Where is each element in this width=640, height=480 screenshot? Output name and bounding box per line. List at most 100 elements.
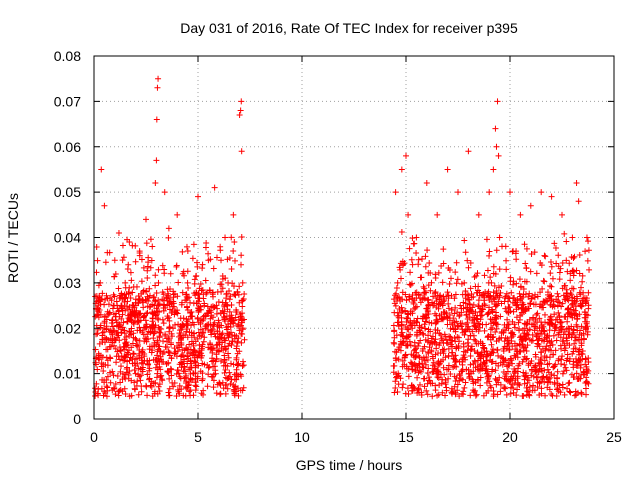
data-point (574, 362, 581, 369)
data-point (578, 350, 585, 357)
data-point (163, 344, 170, 351)
data-point (160, 338, 167, 345)
data-point (495, 362, 502, 369)
data-point (218, 334, 225, 341)
data-point (445, 353, 452, 360)
data-point (522, 260, 529, 267)
data-point (179, 346, 186, 353)
data-point (178, 361, 185, 368)
data-point (565, 325, 572, 332)
data-point (153, 341, 160, 348)
data-point (577, 327, 584, 334)
data-point (553, 260, 560, 267)
data-point (522, 344, 529, 351)
data-point (411, 347, 418, 354)
data-point (432, 320, 439, 327)
data-point (144, 392, 151, 399)
data-point (493, 309, 500, 316)
data-point (152, 298, 159, 305)
data-point (494, 292, 501, 299)
data-point (176, 382, 183, 389)
data-point (425, 282, 432, 289)
data-point (235, 392, 242, 399)
data-point (452, 269, 459, 276)
data-point (146, 292, 153, 299)
data-point (394, 279, 401, 286)
data-point (239, 279, 246, 286)
data-point (468, 294, 475, 301)
data-point (173, 353, 180, 360)
data-point (110, 291, 117, 298)
data-point (149, 315, 156, 322)
data-point (450, 364, 457, 371)
data-point (447, 371, 454, 378)
data-point (541, 331, 548, 338)
data-point (181, 356, 188, 363)
data-point (421, 321, 428, 328)
data-point (397, 338, 404, 345)
data-point (93, 269, 100, 276)
data-point (550, 301, 557, 308)
data-point (464, 316, 471, 323)
data-point (155, 266, 162, 273)
data-point (422, 325, 429, 332)
data-point (183, 378, 190, 385)
data-point (451, 310, 458, 317)
data-point (436, 300, 443, 307)
data-point (511, 379, 518, 386)
data-point (573, 321, 580, 328)
data-point (104, 362, 111, 369)
data-point (128, 325, 135, 332)
data-point (219, 379, 226, 386)
data-point (561, 361, 568, 368)
data-point (451, 383, 458, 390)
data-point (467, 361, 474, 368)
data-point (490, 166, 497, 173)
data-point (220, 313, 227, 320)
data-point (118, 315, 125, 322)
data-point (501, 298, 508, 305)
data-point (102, 259, 109, 266)
data-point (584, 331, 591, 338)
data-point (447, 341, 454, 348)
data-point (152, 364, 159, 371)
data-point (454, 322, 461, 329)
y-tick-label: 0.05 (54, 184, 81, 200)
data-point (131, 379, 138, 386)
data-point (240, 362, 247, 369)
data-point (450, 325, 457, 332)
data-point (534, 319, 541, 326)
data-point (517, 211, 524, 218)
data-point (119, 311, 126, 318)
x-tick-label: 20 (502, 429, 518, 445)
data-point (483, 357, 490, 364)
data-point (407, 331, 414, 338)
data-point (513, 314, 520, 321)
data-point (222, 234, 229, 241)
y-tick-label: 0.02 (54, 320, 81, 336)
data-point (210, 321, 217, 328)
data-point (206, 287, 213, 294)
data-point (94, 330, 101, 337)
data-point (553, 337, 560, 344)
data-point (516, 360, 523, 367)
data-point (403, 152, 409, 159)
data-point (462, 295, 469, 302)
data-point (453, 259, 460, 266)
data-point (100, 328, 107, 335)
data-point (514, 373, 521, 380)
data-point (495, 336, 502, 343)
data-point (425, 310, 432, 317)
data-point (447, 275, 454, 282)
data-point (523, 245, 530, 252)
data-point (536, 303, 543, 310)
data-point (568, 285, 575, 292)
data-point (406, 338, 413, 345)
data-point (151, 330, 158, 337)
data-point (521, 241, 528, 248)
data-point (445, 366, 452, 373)
data-point (555, 309, 562, 316)
data-point (494, 347, 501, 354)
data-point (412, 289, 419, 296)
